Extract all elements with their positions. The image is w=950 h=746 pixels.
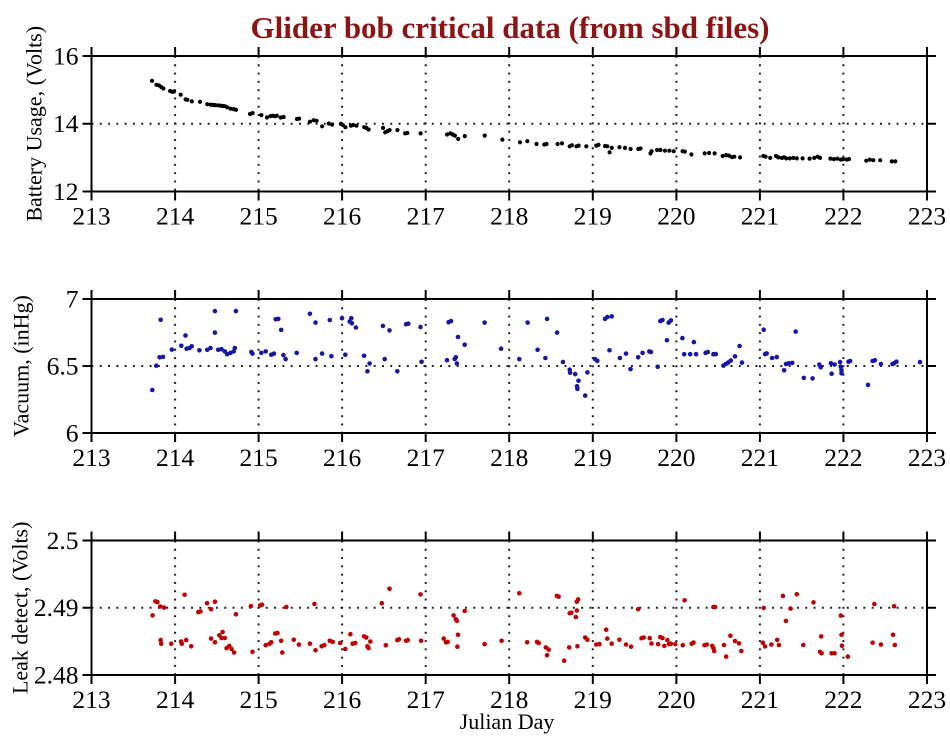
svg-text:216: 216 xyxy=(323,685,361,714)
svg-text:220: 220 xyxy=(657,202,695,231)
svg-text:221: 221 xyxy=(741,202,779,231)
svg-text:215: 215 xyxy=(239,202,277,231)
svg-text:219: 219 xyxy=(574,202,612,231)
svg-text:Julian Day: Julian Day xyxy=(460,709,555,734)
svg-text:223: 223 xyxy=(908,202,946,231)
svg-text:222: 222 xyxy=(824,202,862,231)
svg-text:217: 217 xyxy=(407,202,446,231)
svg-text:216: 216 xyxy=(323,443,361,472)
svg-text:221: 221 xyxy=(741,685,779,714)
svg-text:222: 222 xyxy=(824,685,862,714)
svg-text:Leak detect, (Volts): Leak detect, (Volts) xyxy=(8,522,33,694)
svg-text:220: 220 xyxy=(657,443,695,472)
svg-text:2.49: 2.49 xyxy=(34,593,79,622)
svg-text:222: 222 xyxy=(824,443,862,472)
svg-text:219: 219 xyxy=(574,685,612,714)
svg-text:215: 215 xyxy=(239,443,277,472)
svg-text:219: 219 xyxy=(574,443,612,472)
svg-text:213: 213 xyxy=(72,202,110,231)
svg-text:218: 218 xyxy=(490,685,528,714)
svg-text:6: 6 xyxy=(66,418,79,447)
svg-text:Battery Usage, (Volts): Battery Usage, (Volts) xyxy=(22,26,47,222)
svg-text:213: 213 xyxy=(72,685,110,714)
svg-text:Vacuum, (inHg): Vacuum, (inHg) xyxy=(9,295,34,437)
svg-text:2.5: 2.5 xyxy=(47,526,79,555)
svg-text:215: 215 xyxy=(239,685,277,714)
svg-text:216: 216 xyxy=(323,202,361,231)
svg-text:218: 218 xyxy=(490,202,528,231)
svg-text:7: 7 xyxy=(66,284,79,313)
svg-text:2.48: 2.48 xyxy=(34,660,79,689)
svg-text:223: 223 xyxy=(908,685,946,714)
svg-text:214: 214 xyxy=(156,685,195,714)
svg-text:6.5: 6.5 xyxy=(47,351,79,380)
svg-text:217: 217 xyxy=(407,685,446,714)
svg-text:213: 213 xyxy=(72,443,110,472)
svg-text:12: 12 xyxy=(53,177,79,206)
svg-text:221: 221 xyxy=(741,443,779,472)
svg-text:Glider bob critical data (from: Glider bob critical data (from sbd files… xyxy=(251,10,770,45)
svg-text:218: 218 xyxy=(490,443,528,472)
svg-text:217: 217 xyxy=(407,443,446,472)
svg-text:16: 16 xyxy=(53,41,79,70)
svg-text:214: 214 xyxy=(156,202,195,231)
svg-text:220: 220 xyxy=(657,685,695,714)
svg-text:14: 14 xyxy=(53,109,79,138)
svg-text:223: 223 xyxy=(908,443,946,472)
svg-text:214: 214 xyxy=(156,443,195,472)
